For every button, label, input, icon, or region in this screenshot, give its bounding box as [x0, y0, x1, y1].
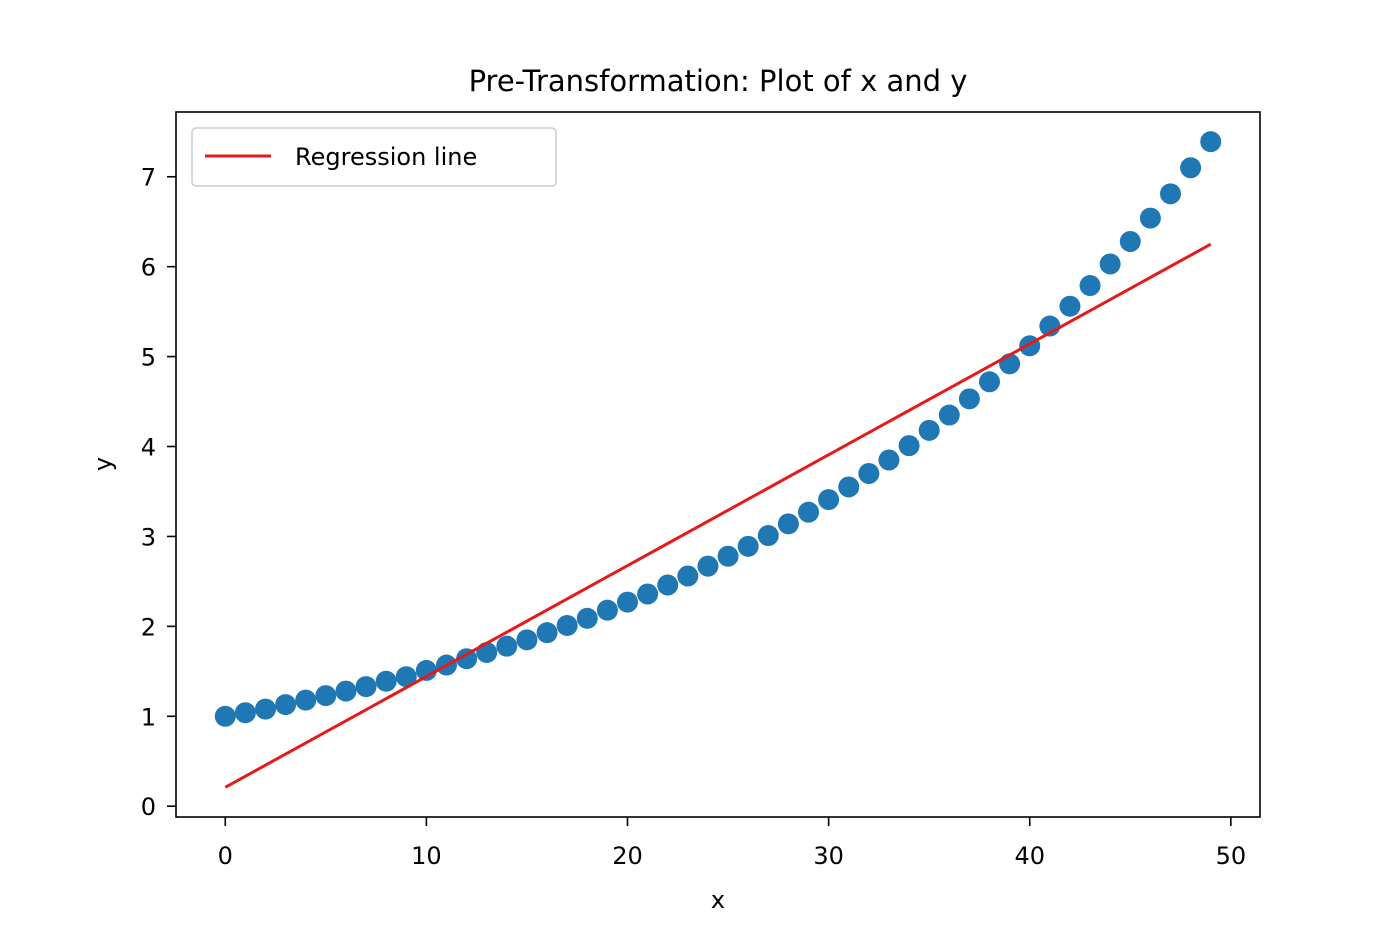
scatter-point	[878, 449, 900, 471]
scatter-point	[456, 648, 478, 670]
scatter-point	[737, 535, 759, 557]
scatter-point	[677, 565, 699, 587]
x-axis: 0 10 20 30 40 50	[218, 817, 1246, 870]
scatter-point	[315, 685, 337, 707]
y-axis: 0 1 2 3 4 5 6 7	[141, 164, 176, 821]
scatter-point	[355, 676, 377, 698]
y-tick-label: 2	[141, 613, 156, 641]
scatter-point	[979, 371, 1001, 393]
x-tick-label: 10	[411, 842, 442, 870]
y-tick-label: 0	[141, 793, 156, 821]
scatter-point	[616, 591, 638, 613]
legend-box	[191, 127, 557, 187]
axes-frame	[175, 111, 1261, 818]
scatter-point	[375, 670, 397, 692]
regression-line	[224, 242, 1212, 789]
y-axis-label: y	[89, 457, 117, 471]
scatter-point	[415, 659, 437, 681]
y-tick-label: 5	[141, 344, 156, 372]
scatter-point	[798, 501, 820, 523]
scatter-point	[1160, 183, 1182, 205]
legend-label-regression-line: Regression line	[295, 143, 477, 171]
scatter-point	[818, 489, 840, 511]
scatter-point	[1200, 131, 1222, 153]
scatter-point	[1139, 207, 1161, 229]
x-tick-label: 50	[1216, 842, 1247, 870]
scatter-point	[858, 462, 880, 484]
scatter-point	[777, 513, 799, 535]
scatter-point	[958, 388, 980, 410]
scatter-point	[476, 641, 498, 663]
scatter-point	[1180, 157, 1202, 179]
scatter-point	[657, 574, 679, 596]
scatter-point	[496, 635, 518, 657]
scatter-point	[596, 599, 618, 621]
scatter-point	[576, 607, 598, 629]
scatter-point	[214, 705, 236, 727]
x-tick-label: 40	[1014, 842, 1045, 870]
y-tick-label: 4	[141, 434, 156, 462]
scatter-point	[335, 680, 357, 702]
y-tick-label: 7	[141, 164, 156, 192]
scatter-point	[938, 404, 960, 426]
x-tick-label: 30	[813, 842, 844, 870]
scatter-point	[395, 666, 417, 688]
scatter-point	[275, 694, 297, 716]
x-tick-label: 20	[612, 842, 643, 870]
scatter-point	[717, 545, 739, 567]
scatter-point	[898, 435, 920, 457]
chart-title: Pre-Transformation: Plot of x and y	[469, 64, 968, 98]
scatter-point	[838, 476, 860, 498]
y-tick-label: 6	[141, 254, 156, 282]
x-axis-label: x	[711, 886, 725, 914]
scatter-point	[918, 419, 940, 441]
scatter-point	[757, 525, 779, 547]
scatter-point	[1099, 253, 1121, 275]
scatter-point	[254, 698, 276, 720]
y-tick-label: 1	[141, 703, 156, 731]
x-tick-label: 0	[218, 842, 233, 870]
scatter-point	[234, 702, 256, 724]
scatter-point	[637, 583, 659, 605]
legend: Regression line	[191, 127, 557, 187]
scatter-point	[697, 555, 719, 577]
scatter-point	[1119, 230, 1141, 252]
scatter-point	[295, 689, 317, 711]
scatter-point	[516, 629, 538, 651]
scatter-point	[1079, 275, 1101, 297]
scatter-point	[556, 614, 578, 636]
plot-area	[214, 131, 1222, 789]
scatter-point	[1059, 295, 1081, 317]
scatter-point	[536, 622, 558, 644]
y-tick-label: 3	[141, 523, 156, 551]
